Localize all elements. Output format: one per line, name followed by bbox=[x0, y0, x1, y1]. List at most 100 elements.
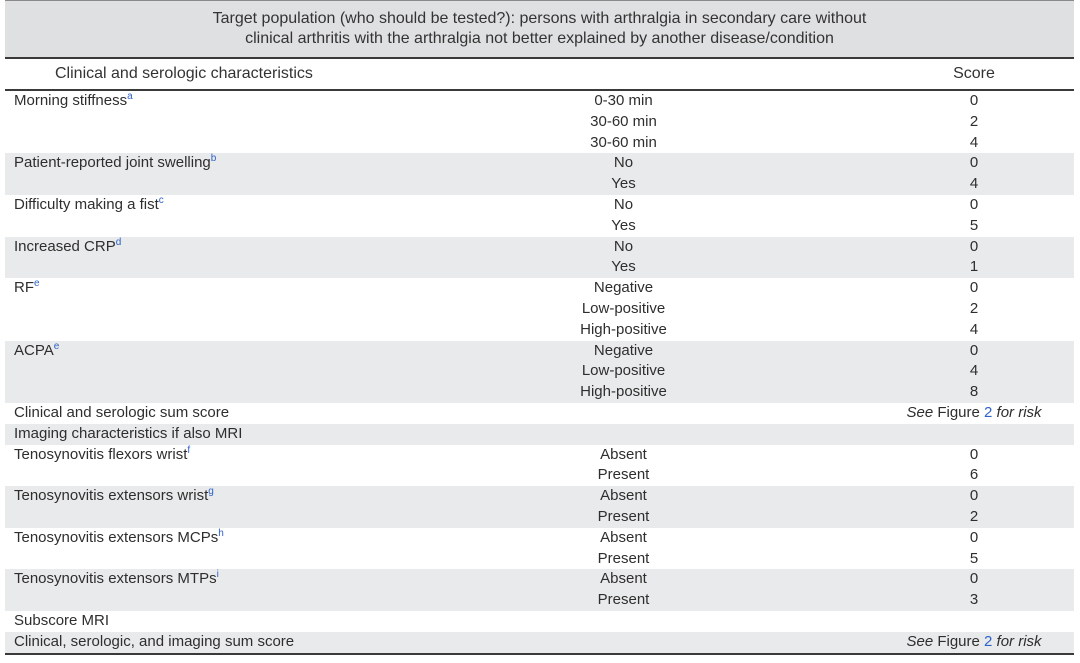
characteristic-label: RF bbox=[14, 279, 34, 297]
row-value: Present bbox=[597, 507, 650, 525]
footnote-marker[interactable]: e bbox=[53, 340, 60, 352]
row-score: 0 bbox=[969, 445, 979, 463]
row-score: 5 bbox=[969, 549, 979, 567]
row-characteristic: Increased CRPd bbox=[5, 237, 465, 258]
row-score: 0 bbox=[969, 341, 979, 359]
table-row: Present 6 bbox=[5, 465, 1074, 486]
row-value: Negative bbox=[593, 279, 654, 297]
row-value: 30-60 min bbox=[590, 133, 657, 151]
characteristic-label: Tenosynovitis extensors wrist bbox=[14, 487, 209, 505]
table-row: Present 3 bbox=[5, 590, 1074, 611]
see-figure-note: See Figure 2 for risk bbox=[906, 632, 1042, 650]
figure-link[interactable]: 2 bbox=[984, 632, 993, 650]
scoring-table: Target population (who should be tested?… bbox=[5, 0, 1074, 655]
footnote-marker[interactable]: b bbox=[210, 153, 217, 165]
row-characteristic: Tenosynovitis flexors wristf bbox=[5, 445, 465, 466]
table-row: Imaging characteristics if also MRI bbox=[5, 423, 1074, 445]
row-score: 4 bbox=[969, 320, 979, 338]
row-score: 0 bbox=[969, 570, 979, 588]
footnote-marker[interactable]: g bbox=[208, 486, 214, 498]
footnote-marker[interactable]: f bbox=[187, 444, 191, 456]
table-row: Tenosynovitis extensors MTPsi Absent 0 bbox=[5, 569, 1074, 591]
table-row: Subscore MRI bbox=[5, 611, 1074, 632]
table-row: Increased CRPd No 0 bbox=[5, 236, 1074, 258]
characteristic-label: Difficulty making a fist bbox=[14, 195, 159, 213]
row-value: 30-60 min bbox=[590, 112, 657, 130]
table-row: Tenosynovitis extensors MCPsh Absent 0 bbox=[5, 528, 1074, 549]
table-row: Tenosynovitis flexors wristf Absent 0 bbox=[5, 445, 1074, 466]
table-row: RFe Negative 0 bbox=[5, 278, 1074, 299]
row-value: No bbox=[613, 237, 634, 255]
row-value: Absent bbox=[600, 570, 647, 588]
footnote-marker[interactable]: e bbox=[34, 278, 40, 290]
row-characteristic: Imaging characteristics if also MRI bbox=[5, 424, 465, 445]
row-score: 8 bbox=[969, 383, 979, 401]
characteristic-label: Clinical, serologic, and imaging sum sco… bbox=[14, 632, 295, 650]
row-score: 0 bbox=[969, 92, 979, 109]
table-row: High-positive 4 bbox=[5, 320, 1074, 341]
row-value: No bbox=[613, 154, 634, 172]
characteristic-label: Subscore MRI bbox=[14, 611, 110, 629]
row-value: Low-positive bbox=[581, 299, 666, 317]
row-value: Negative bbox=[593, 341, 654, 359]
footnote-marker[interactable]: a bbox=[127, 91, 133, 102]
table-row: Yes 1 bbox=[5, 257, 1074, 279]
figure-link[interactable]: 2 bbox=[984, 403, 993, 421]
characteristic-label: ACPA bbox=[14, 341, 54, 359]
characteristic-label: Patient-reported joint swelling bbox=[14, 154, 211, 172]
characteristic-label: Imaging characteristics if also MRI bbox=[14, 424, 243, 442]
table-row: Morning stiffnessa 0-30 min 0 bbox=[5, 91, 1074, 112]
caption-line-1: Target population (who should be tested?… bbox=[212, 10, 867, 27]
row-score: 0 bbox=[969, 279, 979, 297]
row-value: Yes bbox=[611, 258, 636, 276]
row-value: Yes bbox=[611, 216, 636, 234]
see-figure-note: See Figure 2 for risk bbox=[906, 403, 1042, 421]
row-value: Yes bbox=[611, 175, 636, 193]
table-header: Clinical and serologic characteristics S… bbox=[5, 59, 1074, 91]
table-row: ACPAe Negative 0 bbox=[5, 340, 1074, 362]
row-characteristic: Tenosynovitis extensors MCPsh bbox=[5, 528, 465, 549]
characteristic-label: Tenosynovitis extensors MCPs bbox=[14, 528, 219, 546]
row-value: High-positive bbox=[580, 320, 667, 338]
table-row: Yes 4 bbox=[5, 174, 1074, 195]
row-score: 0 bbox=[969, 154, 979, 172]
row-score: 2 bbox=[969, 299, 979, 317]
table-row: 30-60 min 2 bbox=[5, 112, 1074, 133]
table-row: Present 5 bbox=[5, 549, 1074, 570]
table-row: Patient-reported joint swellingb No 0 bbox=[5, 153, 1074, 175]
table-row: 30-60 min 4 bbox=[5, 133, 1074, 154]
characteristic-label: Tenosynovitis extensors MTPs bbox=[14, 570, 217, 588]
row-value: Absent bbox=[600, 445, 647, 463]
table-row: Low-positive 4 bbox=[5, 361, 1074, 383]
characteristic-label: Morning stiffness bbox=[14, 92, 128, 109]
footnote-marker[interactable]: i bbox=[216, 569, 219, 581]
row-score: 0 bbox=[969, 237, 979, 255]
header-score: Score bbox=[953, 65, 995, 82]
characteristic-label: Increased CRP bbox=[14, 237, 116, 255]
row-characteristic: Clinical and serologic sum score bbox=[5, 403, 465, 424]
row-value: Present bbox=[597, 466, 650, 484]
row-score: 6 bbox=[969, 466, 979, 484]
footnote-marker[interactable]: h bbox=[218, 527, 224, 539]
row-value: Present bbox=[597, 549, 650, 567]
footnote-marker[interactable]: c bbox=[158, 194, 164, 206]
row-score: 4 bbox=[969, 362, 979, 380]
table-body: Morning stiffnessa 0-30 min 0 30-60 min 2 30-… bbox=[5, 91, 1074, 655]
row-characteristic: Patient-reported joint swellingb bbox=[5, 153, 465, 174]
row-score: 4 bbox=[969, 175, 979, 193]
table-row: Difficulty making a fistc No 0 bbox=[5, 195, 1074, 216]
table-row: Tenosynovitis extensors wristg Absent 0 bbox=[5, 486, 1074, 507]
row-score: 0 bbox=[969, 195, 979, 213]
table-row: Present 2 bbox=[5, 506, 1074, 528]
row-value: 0-30 min bbox=[594, 92, 653, 109]
row-value: Present bbox=[597, 591, 650, 609]
row-score: 0 bbox=[969, 487, 979, 505]
footnote-marker[interactable]: d bbox=[115, 236, 122, 248]
characteristic-label: Tenosynovitis flexors wrist bbox=[14, 445, 188, 463]
row-score: 2 bbox=[969, 507, 979, 525]
row-characteristic: Tenosynovitis extensors MTPsi bbox=[5, 569, 465, 590]
row-score: 2 bbox=[969, 112, 979, 130]
row-score: 5 bbox=[969, 216, 979, 234]
table-row: Clinical, serologic, and imaging sum sco… bbox=[5, 631, 1074, 655]
row-score: 1 bbox=[969, 258, 979, 276]
